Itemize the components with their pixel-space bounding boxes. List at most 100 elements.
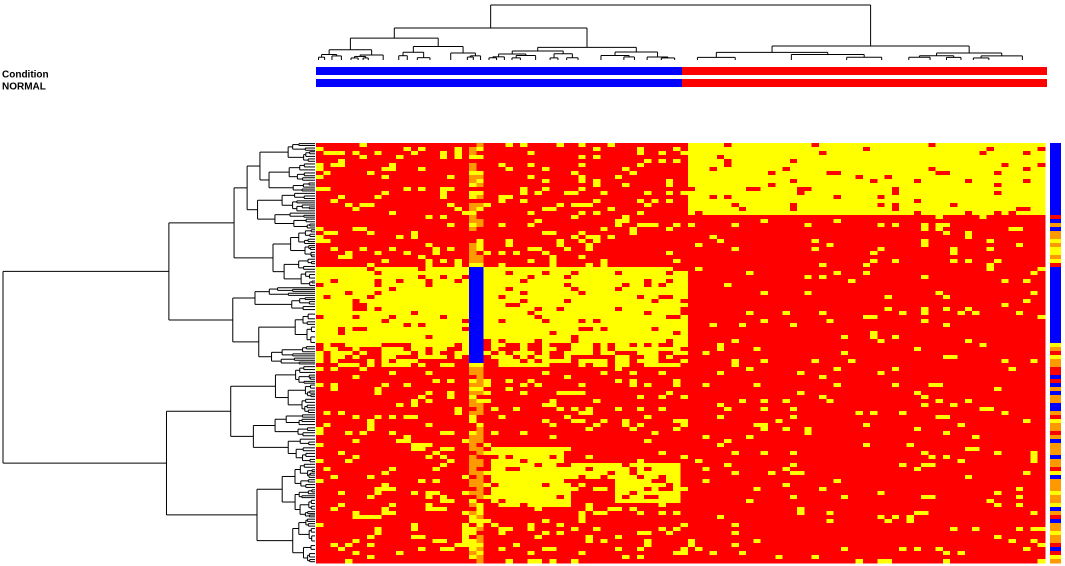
heatmap-cell [359, 151, 368, 156]
heatmap-cell [993, 147, 1002, 152]
heatmap-cell [381, 323, 390, 328]
heatmap-cell [527, 207, 535, 212]
heatmap-cell [636, 179, 645, 184]
heatmap-cell [520, 331, 528, 336]
heatmap-cell [651, 179, 659, 184]
heatmap-cell [695, 191, 703, 196]
heatmap-cell [1037, 255, 1046, 260]
heatmap-cell [811, 235, 820, 240]
heatmap-cell [709, 299, 718, 304]
heatmap-cell [563, 163, 572, 168]
heatmap-cell [476, 327, 484, 332]
heatmap-cell [1001, 171, 1009, 176]
heatmap-cell [826, 307, 834, 312]
heatmap-cell [819, 319, 827, 324]
heatmap-cell [746, 203, 754, 208]
heatmap-cell [614, 175, 623, 180]
heatmap-cell [330, 143, 339, 148]
heatmap-cell [425, 283, 433, 288]
heatmap-cell [964, 251, 973, 256]
heatmap-cell [1001, 143, 1009, 148]
heatmap-cell [614, 271, 623, 276]
heatmap-cell [884, 199, 893, 204]
heatmap-cell [935, 339, 944, 344]
heatmap-cell [585, 199, 594, 204]
heatmap-cell [1015, 295, 1024, 300]
heatmap-cell [556, 179, 565, 184]
heatmap-cell [848, 199, 856, 204]
heatmap-cell [811, 299, 820, 304]
heatmap-cell [964, 187, 973, 192]
heatmap-cell [964, 339, 973, 344]
heatmap-cell [381, 271, 390, 276]
heatmap-cell [942, 155, 951, 160]
heatmap-cell [490, 175, 499, 180]
heatmap-cell [593, 331, 601, 336]
heatmap-cell [461, 223, 470, 228]
heatmap-cell [454, 271, 463, 276]
heatmap-cell [986, 143, 995, 148]
heatmap-cell [950, 291, 958, 296]
heatmap-cell [359, 259, 368, 264]
heatmap-cell [935, 199, 944, 204]
heatmap-cell [483, 267, 492, 272]
heatmap-cell [658, 179, 667, 184]
heatmap-cell [527, 307, 535, 312]
heatmap-cell [913, 275, 922, 280]
heatmap-cell [833, 271, 842, 276]
heatmap-cell [651, 231, 659, 236]
heatmap-cell [614, 187, 623, 192]
heatmap-cell [716, 211, 725, 216]
heatmap-cell [804, 227, 813, 232]
heatmap-cell [731, 271, 740, 276]
heatmap-cell [862, 199, 871, 204]
heatmap-cell [396, 259, 404, 264]
heatmap-cell [556, 303, 565, 308]
heatmap-cell [636, 239, 645, 244]
heatmap-cell [1037, 275, 1046, 280]
heatmap-cell [891, 331, 900, 336]
heatmap-cell [760, 167, 769, 172]
heatmap-cell [476, 303, 484, 308]
heatmap-cell [578, 295, 587, 300]
heatmap-cell [804, 223, 813, 228]
heatmap-cell [403, 207, 412, 212]
heatmap-cell [702, 307, 710, 312]
heatmap-cell [527, 311, 535, 316]
heatmap-cell [986, 167, 995, 172]
heatmap-cell [316, 207, 324, 212]
heatmap-cell [731, 227, 740, 232]
heatmap-cell [1037, 211, 1046, 216]
heatmap-cell [819, 195, 827, 200]
heatmap-cell [644, 295, 652, 300]
heatmap-cell [585, 179, 594, 184]
heatmap-cell [352, 147, 361, 152]
heatmap-cell [323, 311, 331, 316]
heatmap-cell [789, 251, 798, 256]
heatmap-cell [439, 175, 448, 180]
heatmap-cell [833, 211, 842, 216]
heatmap-cell [826, 203, 834, 208]
heatmap-cell [957, 183, 966, 188]
heatmap-cell [432, 211, 441, 216]
heatmap-cell [337, 279, 346, 284]
heatmap-cell [1001, 303, 1009, 308]
heatmap-cell [571, 279, 579, 284]
heatmap-cell [848, 223, 856, 228]
heatmap-cell [760, 235, 769, 240]
heatmap-cell [760, 215, 769, 220]
heatmap-cell [840, 239, 849, 244]
heatmap-cell [1037, 331, 1046, 336]
heatmap-cell [716, 171, 725, 176]
heatmap-cell [636, 223, 645, 228]
heatmap-cell [367, 247, 375, 252]
heatmap-cell [789, 155, 798, 160]
heatmap-cell [1015, 323, 1024, 328]
heatmap-cell [738, 311, 747, 316]
heatmap-cell [950, 287, 958, 292]
heatmap-cell [505, 295, 514, 300]
heatmap-cell [964, 263, 973, 268]
heatmap-cell [862, 243, 871, 248]
heatmap-cell [374, 259, 382, 264]
heatmap-cell [913, 271, 922, 276]
